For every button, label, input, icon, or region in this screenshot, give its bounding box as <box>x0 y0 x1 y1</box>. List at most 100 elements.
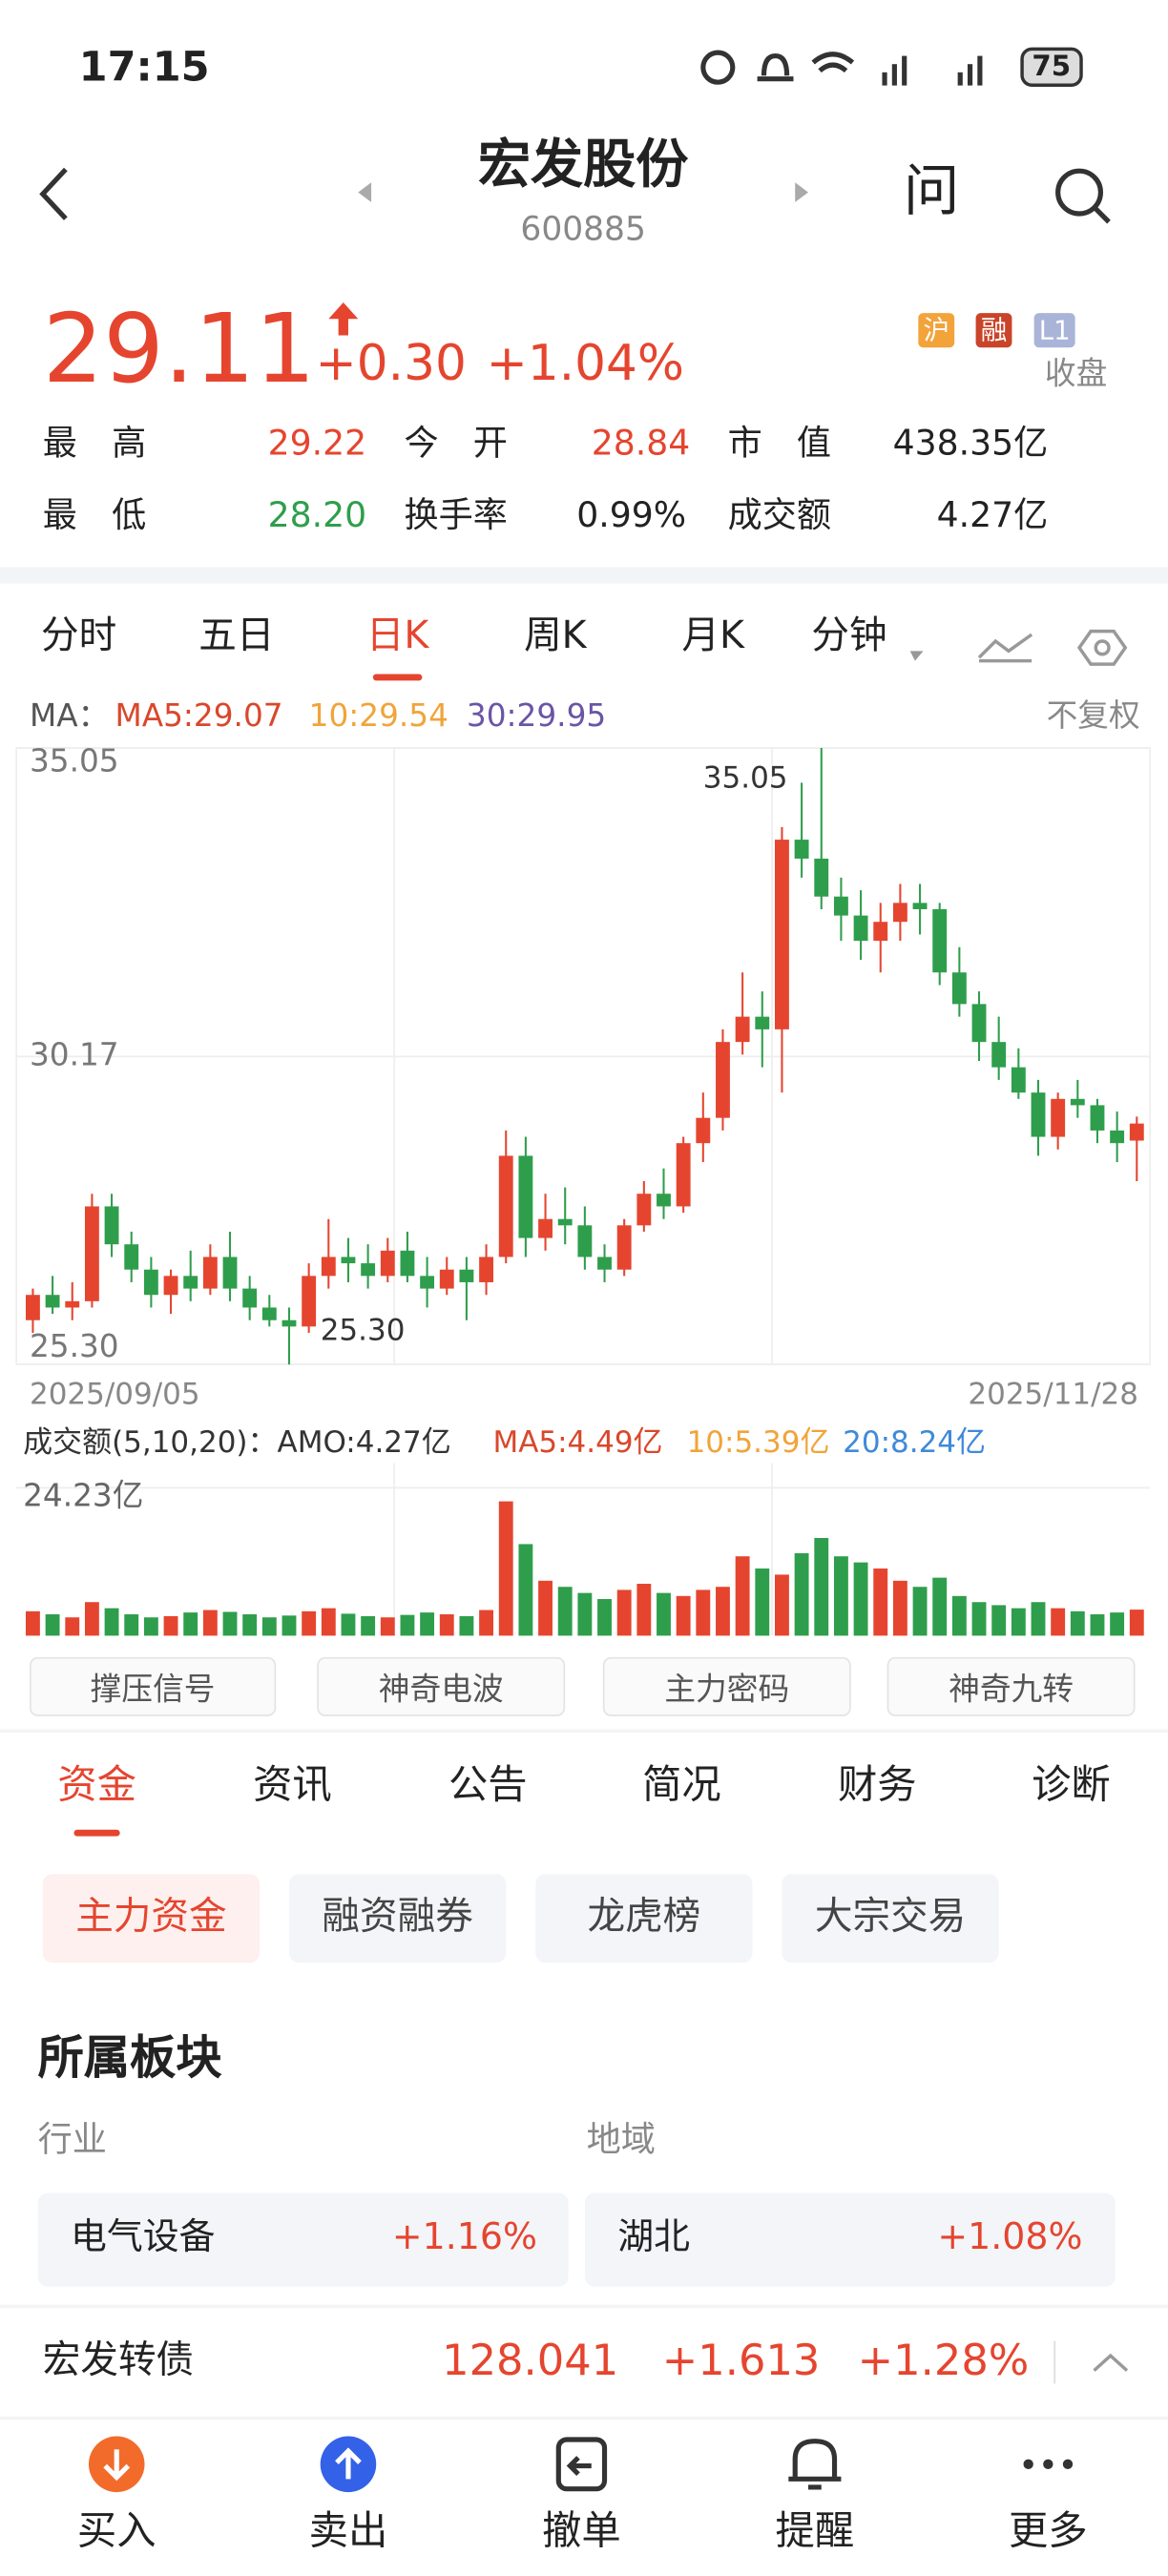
info-tab[interactable]: 公告 <box>448 1761 528 1808</box>
period-tab[interactable]: 月K <box>681 614 744 658</box>
sub-tab[interactable]: 融资融券 <box>322 1896 473 1939</box>
candle-body <box>25 1295 40 1320</box>
info-tab[interactable]: 财务 <box>837 1761 917 1808</box>
candle-body <box>183 1276 198 1289</box>
candle-body <box>775 840 789 1029</box>
candle-body <box>616 1225 632 1270</box>
volume-title: 成交额(5,10,20)：AMO:4.27亿 <box>23 1425 451 1461</box>
volume-bar <box>25 1610 40 1636</box>
volume-bar <box>616 1589 632 1636</box>
nav-buy[interactable]: 买入 <box>76 2507 156 2554</box>
volume-bar <box>1051 1608 1066 1636</box>
info-tab-active[interactable]: 资金 <box>57 1761 136 1808</box>
market-status: 收盘 <box>1044 356 1108 393</box>
volume-bar <box>1090 1614 1105 1636</box>
stat-label: 市 值 <box>727 423 832 463</box>
tool-button[interactable]: 神奇九转 <box>886 1656 1136 1716</box>
candle-body <box>1031 1092 1046 1137</box>
volume-bar <box>361 1615 376 1636</box>
candle-body <box>991 1042 1007 1068</box>
info-tab[interactable]: 简况 <box>642 1761 721 1808</box>
back-button[interactable] <box>32 164 82 223</box>
up-arrow <box>328 302 359 336</box>
candle-body <box>853 915 868 942</box>
volume-bar <box>498 1501 513 1636</box>
bond-name[interactable]: 宏发转债 <box>42 2339 195 2383</box>
volume-bar <box>1011 1608 1026 1636</box>
volume-bar <box>439 1614 454 1636</box>
section-title: 所属板块 <box>37 2030 222 2086</box>
volume-bar <box>912 1587 928 1636</box>
divider <box>0 567 1168 584</box>
info-tab[interactable]: 诊断 <box>1032 1761 1111 1808</box>
low-annotation: 25.30 <box>321 1313 406 1347</box>
badge: L1 <box>1033 313 1075 348</box>
price: 29.11 <box>42 293 316 405</box>
volume-bar <box>676 1595 691 1636</box>
clock: 17:15 <box>78 42 210 91</box>
candle-body <box>557 1218 573 1226</box>
sector-card[interactable] <box>584 2192 1116 2287</box>
sector-card[interactable] <box>37 2192 569 2287</box>
nav-sell[interactable]: 卖出 <box>308 2507 388 2554</box>
y-tick-label: 25.30 <box>30 1328 119 1364</box>
sub-tab-bg[interactable] <box>782 1874 999 1963</box>
sub-tab-bg[interactable] <box>42 1874 261 1963</box>
stat-value: 0.99% <box>576 495 687 535</box>
volume-bar <box>84 1602 99 1636</box>
tool-button[interactable]: 神奇电波 <box>317 1656 566 1716</box>
change: +0.30 <box>315 335 467 393</box>
candle-body <box>873 922 888 942</box>
candle-body <box>302 1276 317 1327</box>
high-annotation: 35.05 <box>703 760 788 795</box>
sub-tab-bg[interactable] <box>535 1874 753 1963</box>
sub-tab[interactable]: 龙虎榜 <box>587 1896 701 1939</box>
volume-bar <box>380 1617 395 1636</box>
sector-change: +1.08% <box>937 2217 1083 2259</box>
volume-bar <box>716 1587 730 1636</box>
stat-value: 438.35亿 <box>892 423 1049 463</box>
collapse[interactable] <box>1052 2337 1134 2387</box>
period-tab[interactable]: 分钟 <box>811 614 887 658</box>
volume-bar <box>892 1580 907 1636</box>
chart-tools[interactable] <box>907 628 1137 667</box>
vol-ma20: 20:8.24亿 <box>843 1425 986 1461</box>
nav-more[interactable]: 更多 <box>1009 2507 1088 2554</box>
adjust-mode[interactable]: 不复权 <box>1046 697 1140 735</box>
info-tab[interactable]: 资讯 <box>253 1761 332 1808</box>
period-tab[interactable]: 分时 <box>41 614 117 658</box>
volume-bar <box>696 1589 711 1636</box>
period-tab[interactable]: 周K <box>524 614 587 658</box>
tool-button[interactable]: 撑压信号 <box>29 1656 277 1716</box>
candle-body <box>912 903 928 909</box>
sub-tab[interactable]: 大宗交易 <box>814 1896 967 1939</box>
stat-label: 换手率 <box>404 495 508 535</box>
bond-price: 128.041 <box>442 2337 619 2386</box>
candle-body <box>400 1250 415 1277</box>
sub-tab-bg[interactable] <box>288 1874 507 1963</box>
candle-body <box>951 972 967 1005</box>
volume-bar <box>1129 1610 1144 1636</box>
sub-tab-active[interactable]: 主力资金 <box>75 1896 227 1939</box>
volume-bar <box>1031 1602 1046 1636</box>
ask-button[interactable]: 问 <box>903 158 960 225</box>
nav-alert[interactable]: 提醒 <box>775 2507 855 2554</box>
candle-body <box>261 1307 277 1320</box>
stock-name: 宏发股份 <box>477 133 689 196</box>
candle-body <box>202 1257 218 1289</box>
candle-body <box>1070 1098 1085 1106</box>
search-button[interactable] <box>1052 164 1114 226</box>
tool-button[interactable]: 主力密码 <box>602 1656 851 1716</box>
battery: 75 <box>1020 47 1083 88</box>
candle-body <box>341 1257 356 1264</box>
volume-bar <box>557 1587 573 1636</box>
candle-body <box>1129 1123 1144 1141</box>
stock-code: 600885 <box>520 208 646 249</box>
volume-bar <box>794 1553 809 1636</box>
candle-body <box>676 1143 691 1207</box>
nav-cancel[interactable]: 撤单 <box>542 2507 621 2554</box>
bond-change: +1.613 <box>661 2337 821 2386</box>
volume-bar <box>657 1592 671 1636</box>
period-tab[interactable]: 五日 <box>198 614 275 658</box>
period-tab-active[interactable]: 日K <box>365 614 429 658</box>
